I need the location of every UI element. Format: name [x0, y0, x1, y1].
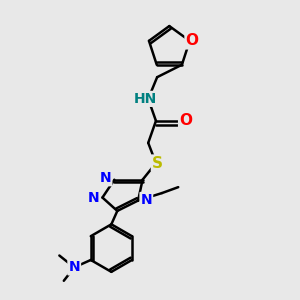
Text: N: N: [88, 191, 100, 206]
Text: O: O: [179, 113, 192, 128]
Text: S: S: [152, 156, 163, 171]
Text: N: N: [140, 193, 152, 207]
Text: N: N: [68, 260, 80, 274]
Text: O: O: [185, 33, 199, 48]
Text: HN: HN: [134, 92, 157, 106]
Text: N: N: [100, 171, 111, 185]
